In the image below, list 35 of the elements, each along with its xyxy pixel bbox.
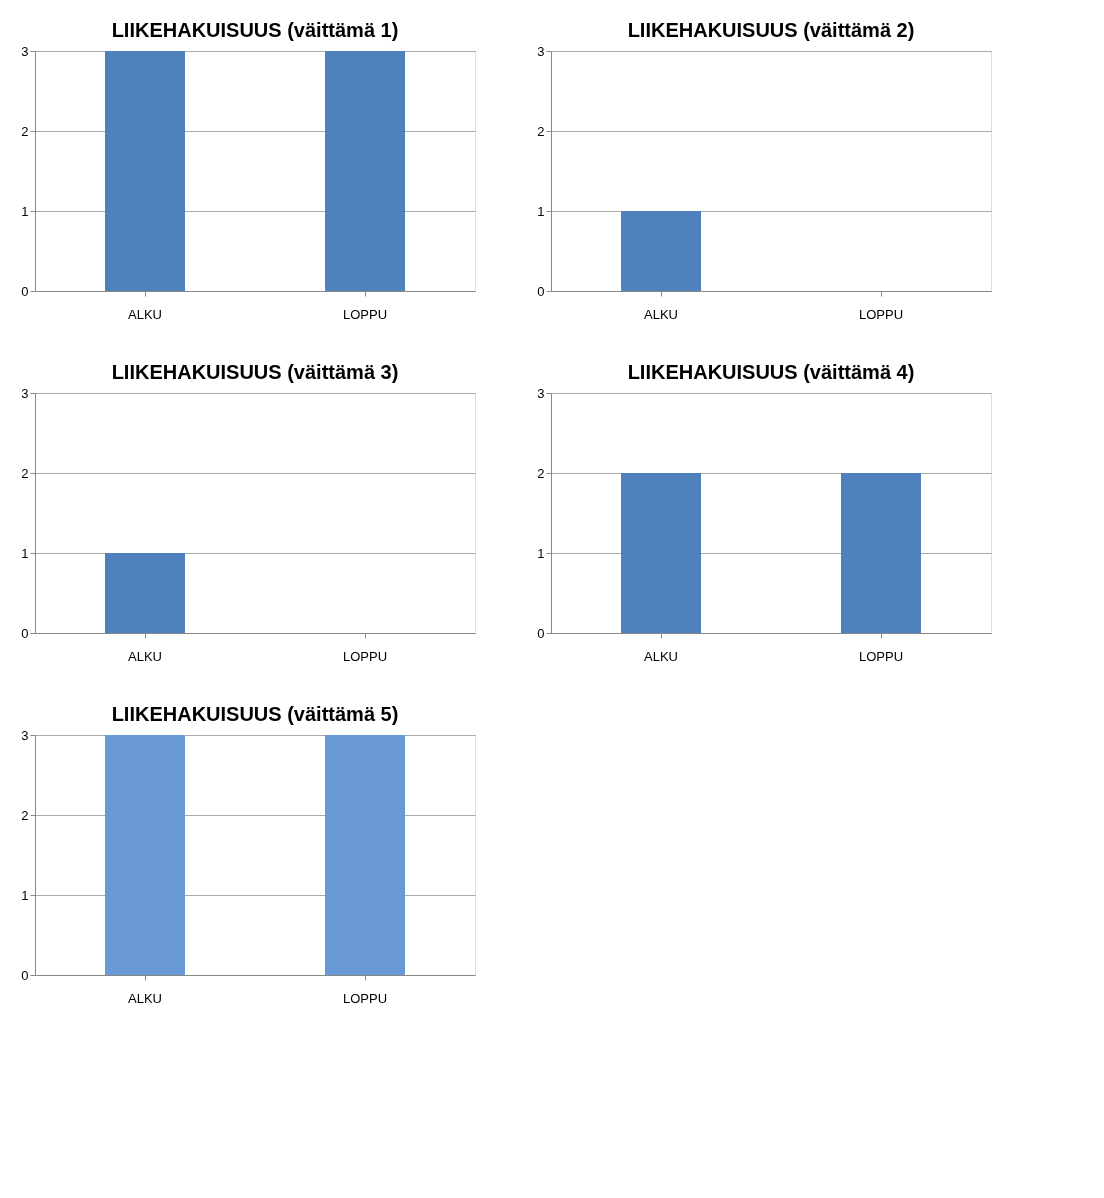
- x-tick-label: LOPPU: [858, 306, 904, 322]
- y-tick-label: 0: [21, 967, 29, 983]
- x-tick-label: ALKU: [128, 306, 162, 322]
- y-tick-label: 3: [21, 43, 29, 59]
- x-tick-label: ALKU: [128, 648, 162, 664]
- y-tick-label: 1: [537, 545, 545, 561]
- y-tick-label: 0: [537, 625, 545, 641]
- y-tick-label: 0: [21, 625, 29, 641]
- y-tick-label: 3: [21, 385, 29, 401]
- y-tick-label: 3: [537, 385, 545, 401]
- y-tick-label: 0: [537, 283, 545, 299]
- y-tick-label: 0: [21, 283, 29, 299]
- y-tick-label: 2: [21, 465, 29, 481]
- chart-title: LIIKEHAKUISUUS (väittämä 4): [627, 361, 915, 383]
- y-tick-label: 2: [21, 123, 29, 139]
- x-tick-label: LOPPU: [858, 648, 904, 664]
- x-tick-label: LOPPU: [342, 990, 388, 1006]
- x-tick-label: LOPPU: [342, 306, 388, 322]
- y-tick-label: 3: [537, 43, 545, 59]
- chart-title: LIIKEHAKUISUUS (väittämä 2): [627, 19, 915, 41]
- y-tick-label: 1: [21, 203, 29, 219]
- chart-title: LIIKEHAKUISUUS (väittämä 1): [111, 19, 399, 41]
- x-tick-label: ALKU: [644, 306, 678, 322]
- chart-title: LIIKEHAKUISUUS (väittämä 3): [111, 361, 399, 383]
- y-tick-label: 1: [537, 203, 545, 219]
- y-tick-label: 2: [537, 465, 545, 481]
- y-tick-label: 1: [21, 887, 29, 903]
- x-tick-label: LOPPU: [342, 648, 388, 664]
- y-tick-label: 3: [21, 727, 29, 743]
- y-tick-label: 2: [537, 123, 545, 139]
- chart-title: LIIKEHAKUISUUS (väittämä 5): [111, 703, 399, 725]
- x-tick-label: ALKU: [128, 990, 162, 1006]
- x-tick-label: ALKU: [644, 648, 678, 664]
- y-tick-label: 2: [21, 807, 29, 823]
- y-tick-label: 1: [21, 545, 29, 561]
